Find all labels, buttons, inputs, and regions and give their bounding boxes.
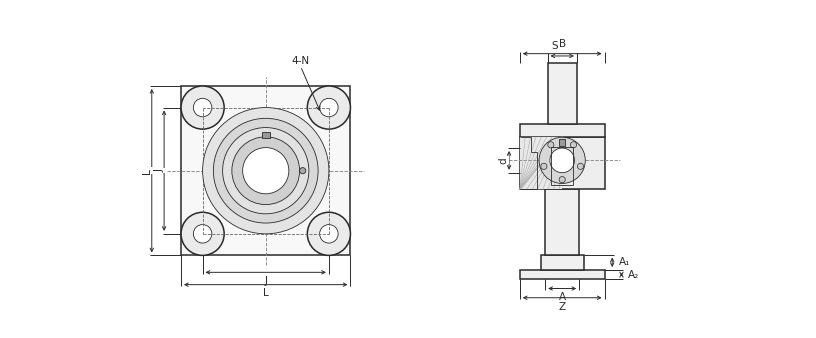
Bar xyxy=(181,86,350,256)
Text: B: B xyxy=(559,39,565,49)
Text: L: L xyxy=(142,168,152,174)
Bar xyxy=(541,255,583,270)
Circle shape xyxy=(213,118,318,223)
Circle shape xyxy=(181,212,224,256)
Text: A₂: A₂ xyxy=(628,270,640,280)
Circle shape xyxy=(550,148,574,173)
Text: S: S xyxy=(551,41,558,51)
Circle shape xyxy=(242,148,289,194)
Bar xyxy=(548,63,577,124)
Circle shape xyxy=(559,176,565,183)
Bar xyxy=(545,189,579,255)
Circle shape xyxy=(541,163,547,169)
Circle shape xyxy=(548,142,554,148)
Circle shape xyxy=(299,168,306,174)
Circle shape xyxy=(320,98,338,117)
Circle shape xyxy=(202,107,329,234)
Text: A₁: A₁ xyxy=(619,257,631,267)
Bar xyxy=(520,270,605,279)
Text: J: J xyxy=(154,169,165,172)
Text: d: d xyxy=(499,157,508,164)
Circle shape xyxy=(308,86,350,129)
Text: 4-N: 4-N xyxy=(291,56,309,66)
Circle shape xyxy=(539,137,585,184)
Bar xyxy=(520,124,605,137)
Bar xyxy=(262,132,269,138)
Circle shape xyxy=(320,224,338,243)
Bar xyxy=(552,147,573,185)
Circle shape xyxy=(223,127,309,214)
Text: J: J xyxy=(264,276,268,286)
Circle shape xyxy=(308,212,350,256)
Circle shape xyxy=(232,137,299,204)
Circle shape xyxy=(181,86,224,129)
Bar xyxy=(559,139,565,146)
Circle shape xyxy=(570,142,577,148)
Bar xyxy=(520,137,562,189)
Text: L: L xyxy=(263,289,268,298)
Bar xyxy=(520,137,605,189)
Circle shape xyxy=(578,163,583,169)
Text: A: A xyxy=(559,292,565,303)
Circle shape xyxy=(193,98,212,117)
Circle shape xyxy=(193,224,212,243)
Text: Z: Z xyxy=(559,301,565,312)
